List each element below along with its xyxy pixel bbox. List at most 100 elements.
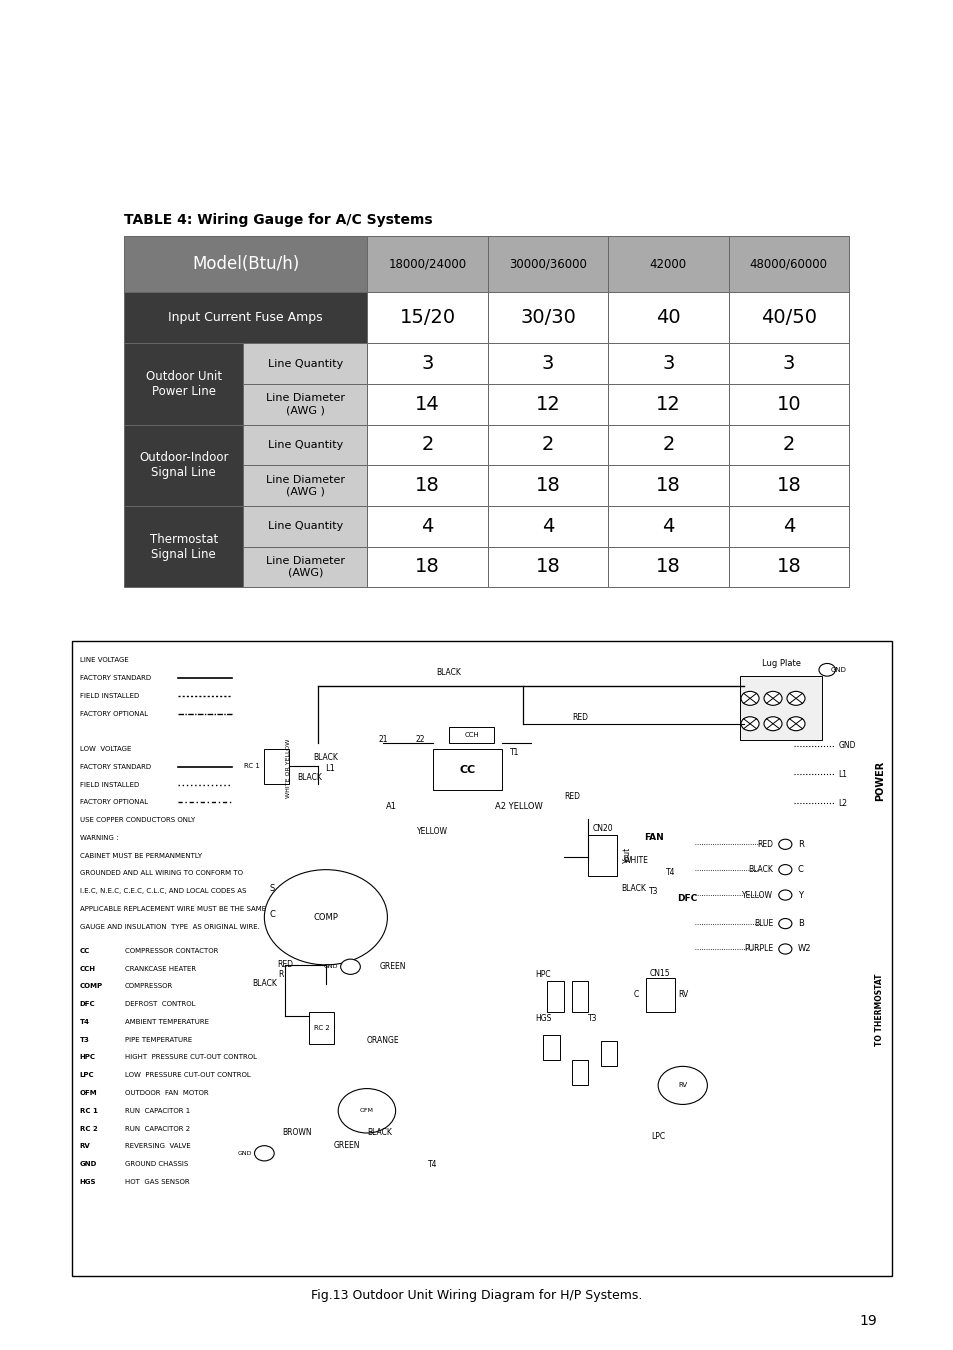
Text: Line Diameter
(AWG ): Line Diameter (AWG ) [266,475,344,497]
Text: Line Quantity: Line Quantity [268,440,342,450]
Text: T1: T1 [509,748,518,757]
Text: FACTORY OPTIONAL: FACTORY OPTIONAL [80,710,148,717]
Text: BLACK: BLACK [314,753,338,761]
Bar [367,425,487,466]
Text: LOW  VOLTAGE: LOW VOLTAGE [80,747,131,752]
Circle shape [778,918,791,929]
Text: R: R [277,969,283,979]
Bar [487,547,607,587]
Text: RV: RV [80,1143,91,1149]
Text: COMPRESSOR CONTACTOR: COMPRESSOR CONTACTOR [125,948,218,954]
Bar [367,547,487,587]
Text: HGS: HGS [80,1179,96,1185]
Bar [367,343,487,383]
Text: T3: T3 [587,1014,597,1023]
Text: WHITE OR YELLOW: WHITE OR YELLOW [286,738,292,798]
Text: CN20: CN20 [592,824,613,833]
Text: CCH: CCH [464,732,478,738]
Circle shape [254,1146,274,1161]
Text: 18000/24000: 18000/24000 [388,258,466,271]
Text: AMBIENT TEMPERATURE: AMBIENT TEMPERATURE [125,1019,209,1025]
Bar [124,236,367,293]
Text: LPC: LPC [80,1072,94,1079]
Text: FACTORY OPTIONAL: FACTORY OPTIONAL [80,799,148,806]
Circle shape [786,717,804,730]
Text: Yout: Yout [622,846,631,863]
Bar [728,506,848,547]
Text: BLUE: BLUE [753,919,772,927]
Text: BROWN: BROWN [282,1129,312,1138]
Text: 22: 22 [416,736,424,744]
Text: GND: GND [829,667,845,672]
Text: DFC: DFC [676,894,697,903]
Text: GND: GND [80,1161,97,1168]
Text: 15/20: 15/20 [399,308,456,327]
Text: 2: 2 [781,436,794,455]
Text: RC 1: RC 1 [80,1108,97,1114]
Text: CC: CC [458,764,475,775]
Text: YELLOW: YELLOW [741,891,772,899]
Bar [645,977,674,1012]
Text: 21: 21 [378,736,388,744]
Bar [243,506,367,547]
Text: FIELD INSTALLED: FIELD INSTALLED [80,782,139,787]
Circle shape [778,890,791,900]
Text: RED: RED [757,840,772,849]
Bar [124,506,243,587]
Text: DFC: DFC [80,1002,95,1007]
Bar [607,466,728,506]
Text: RC 1: RC 1 [244,763,260,769]
Bar [740,676,821,740]
Text: C: C [797,865,802,875]
Text: 48000/60000: 48000/60000 [749,258,827,271]
Text: WARNING :: WARNING : [80,834,118,841]
Text: T3: T3 [80,1037,90,1042]
Bar [607,506,728,547]
Bar [367,466,487,506]
Text: GND: GND [237,1150,252,1156]
Text: 18: 18 [776,558,801,576]
Text: LINE VOLTAGE: LINE VOLTAGE [80,657,129,663]
Text: LPC: LPC [650,1131,664,1141]
Circle shape [740,691,759,705]
Text: HPC: HPC [80,1054,95,1061]
Text: Model(Btu/h): Model(Btu/h) [192,255,299,273]
Text: BLACK: BLACK [436,668,461,678]
Text: RUN  CAPACITOR 1: RUN CAPACITOR 1 [125,1108,190,1114]
Text: T4: T4 [427,1160,436,1169]
Text: COMP: COMP [80,983,103,990]
Text: A2 YELLOW: A2 YELLOW [495,802,542,811]
Text: Input Current Fuse Amps: Input Current Fuse Amps [168,312,323,324]
Bar [607,547,728,587]
Bar [487,466,607,506]
Text: 2: 2 [541,436,554,455]
Text: C: C [634,991,639,999]
Bar [243,383,367,425]
Text: 40/50: 40/50 [760,308,816,327]
Bar [309,1012,334,1044]
Bar [547,980,563,1012]
Text: 3: 3 [541,354,554,373]
Bar [728,293,848,343]
Bar [124,293,367,343]
Text: GROUNDED AND ALL WIRING TO CONFORM TO: GROUNDED AND ALL WIRING TO CONFORM TO [80,871,242,876]
Bar [728,236,848,293]
Bar [542,1034,559,1060]
Text: BLACK: BLACK [747,865,772,875]
Text: Y: Y [797,891,801,899]
Circle shape [337,1088,395,1133]
Text: RV: RV [678,1083,686,1088]
Text: Line Quantity: Line Quantity [268,359,342,369]
Bar [728,466,848,506]
Text: Outdoor-Indoor
Signal Line: Outdoor-Indoor Signal Line [139,451,228,479]
Bar [367,293,487,343]
Text: 30/30: 30/30 [519,308,576,327]
Text: 18: 18 [776,477,801,495]
Text: GREEN: GREEN [334,1141,360,1150]
Bar [607,425,728,466]
Bar [487,383,607,425]
Circle shape [778,944,791,954]
Text: I.E.C, N.E.C, C.E.C, C.L.C, AND LOCAL CODES AS: I.E.C, N.E.C, C.E.C, C.L.C, AND LOCAL CO… [80,888,246,894]
Text: 2: 2 [421,436,434,455]
Text: FACTORY STANDARD: FACTORY STANDARD [80,764,151,769]
